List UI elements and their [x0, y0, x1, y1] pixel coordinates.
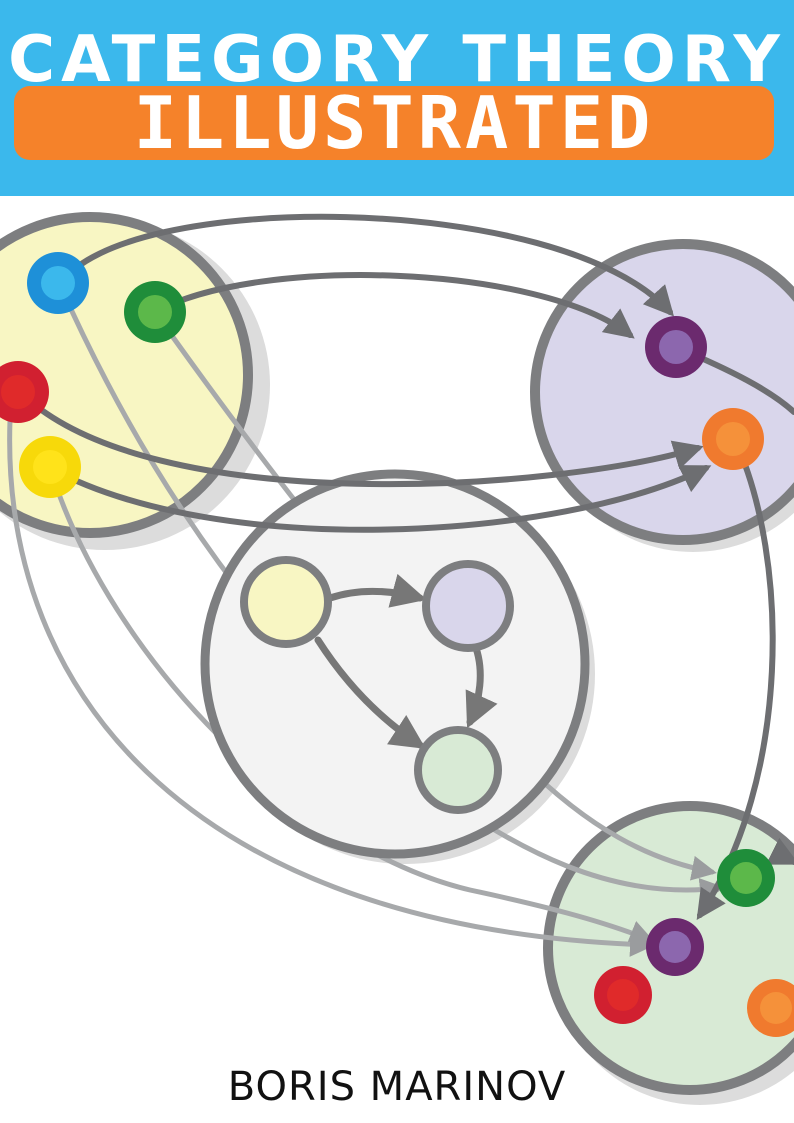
inner-objects: [240, 556, 514, 814]
dark-arrow-green-purple: [152, 272, 635, 339]
light-arrow-4: [7, 417, 655, 957]
inner-arrow-1: [326, 573, 427, 608]
cover-header: CATEGORY THEORY ILLUSTRATED: [0, 0, 794, 196]
inner-object-purple: [422, 560, 514, 652]
title-line-2: ILLUSTRATED: [133, 81, 655, 165]
dark-arrow-yellow-orange: [47, 465, 712, 533]
green-set-objects: [594, 849, 794, 1037]
dark-arrow-green-out: [765, 837, 794, 865]
purple-set-objects: [645, 316, 764, 470]
dark-arrow-blue-purple: [57, 213, 675, 317]
yellow-set-objects: [0, 252, 186, 498]
inner-object-green: [414, 726, 502, 814]
inner-arrows: [314, 573, 498, 749]
title-line-1: CATEGORY THEORY: [8, 23, 786, 97]
author-name: BORIS MARINOV: [227, 1064, 567, 1110]
inner-object-yellow: [240, 556, 332, 648]
title-banner: ILLUSTRATED: [14, 86, 774, 160]
dark-arrow-red-orange: [17, 389, 704, 488]
inner-arrow-3: [314, 636, 426, 749]
inner-arrow-2: [465, 644, 498, 729]
